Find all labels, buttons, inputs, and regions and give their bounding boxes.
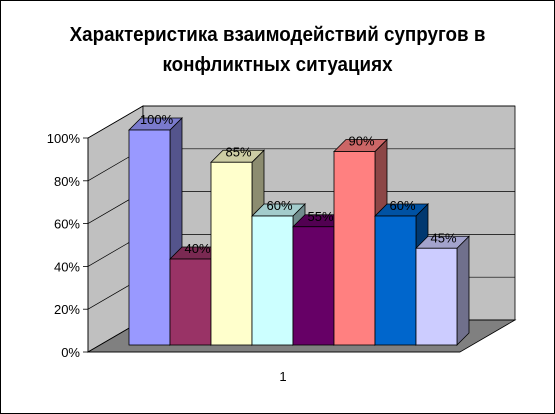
bar-front xyxy=(128,129,171,346)
bar-front xyxy=(292,226,335,346)
bar-side xyxy=(456,235,470,346)
bar-front xyxy=(415,247,458,346)
bar-front xyxy=(210,161,253,346)
x-tick-label: 1 xyxy=(279,369,286,384)
data-label: 60% xyxy=(266,198,292,213)
y-axis: 0% 20% 40% 60% 80% 100% xyxy=(47,131,89,360)
bar-front xyxy=(169,258,212,346)
y-tick-label: 60% xyxy=(54,217,80,232)
y-tick-label: 100% xyxy=(47,131,81,146)
y-tick-label: 0% xyxy=(61,345,80,360)
gridline xyxy=(87,105,515,139)
y-tick-label: 40% xyxy=(54,259,80,274)
data-label: 40% xyxy=(184,241,210,256)
data-label: 55% xyxy=(307,209,333,224)
data-label: 90% xyxy=(348,134,374,149)
bar-front xyxy=(251,215,294,346)
bar xyxy=(415,235,470,346)
data-label: 45% xyxy=(430,230,456,245)
x-axis: 1 xyxy=(88,351,460,384)
data-label: 85% xyxy=(225,144,251,159)
y-tick-label: 20% xyxy=(54,302,80,317)
bars xyxy=(128,117,470,346)
bar-front xyxy=(333,151,376,346)
data-label: 60% xyxy=(389,198,415,213)
chart-title: Характеристика взаимодействий супругов в… xyxy=(69,24,486,76)
data-label: 100% xyxy=(140,112,174,127)
data-labels: 100% 40% 85% 60% 55% 90% 60% 45% xyxy=(140,112,457,256)
bar-front xyxy=(374,215,417,346)
y-tick-label: 80% xyxy=(54,174,80,189)
